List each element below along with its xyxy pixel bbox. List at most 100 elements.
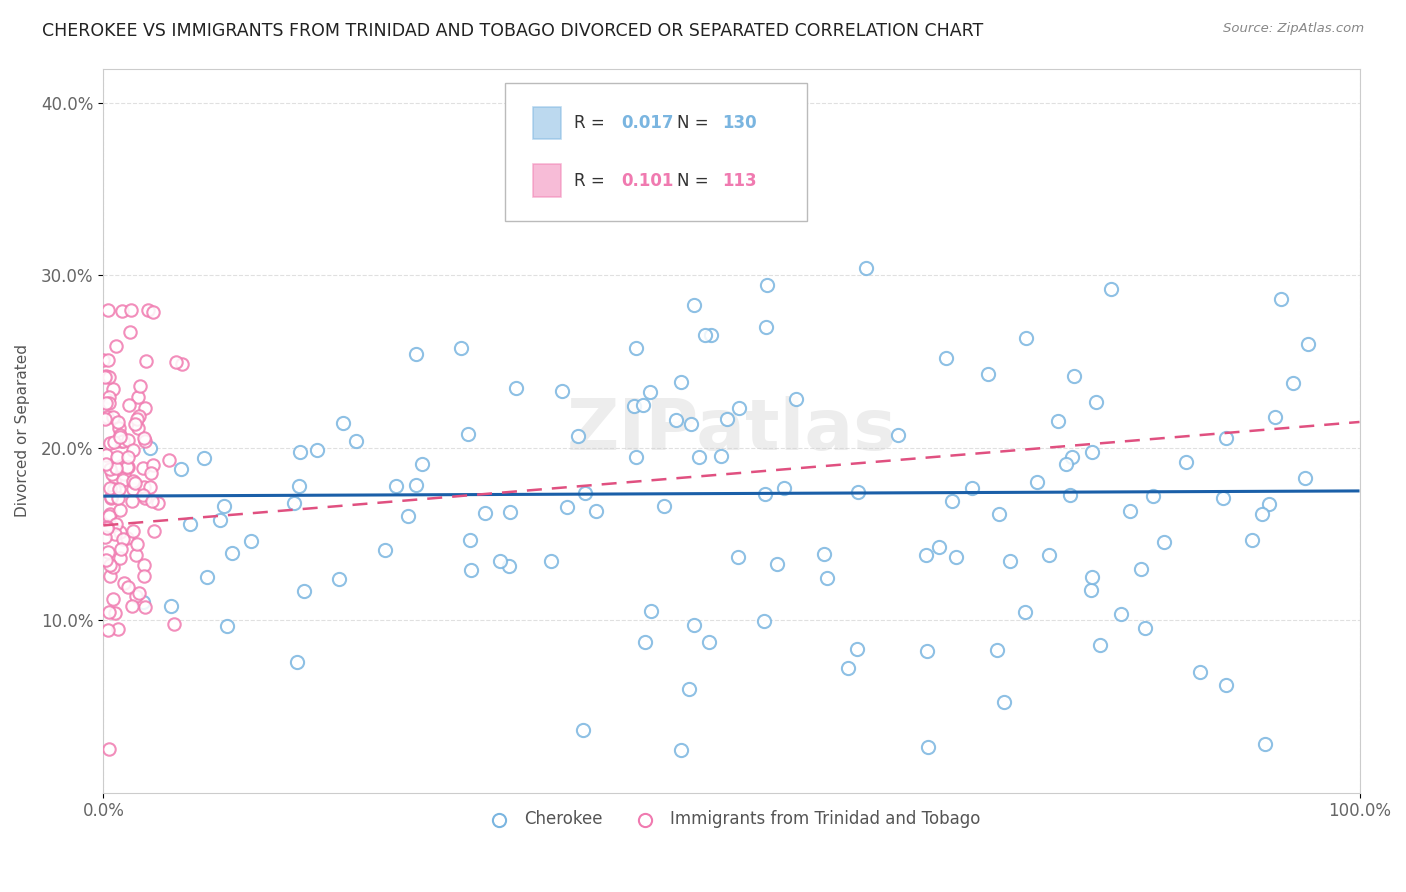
Point (460, 533, 482, 548)
Point (283, 496, 305, 510)
Point (96, 520, 118, 534)
Point (131, 488, 153, 502)
Point (935, 351, 957, 366)
Point (125, 589, 148, 603)
Point (540, 554, 562, 568)
Point (727, 549, 749, 564)
Point (855, 260, 877, 275)
FancyBboxPatch shape (533, 106, 561, 139)
Point (671, 742, 693, 756)
Point (682, 618, 704, 632)
Point (100, 490, 122, 504)
Point (887, 427, 910, 442)
Point (132, 461, 155, 475)
Point (688, 450, 710, 464)
Point (108, 430, 131, 444)
Point (498, 558, 520, 573)
Point (193, 450, 215, 465)
Point (288, 478, 311, 492)
Point (122, 524, 145, 538)
Point (101, 467, 124, 482)
Point (107, 622, 129, 636)
Point (915, 644, 938, 658)
Point (785, 392, 807, 407)
Point (94, 369, 117, 384)
Point (1025, 475, 1047, 489)
Point (97, 302, 120, 317)
Point (665, 413, 688, 427)
Y-axis label: Divorced or Separated: Divorced or Separated (15, 344, 30, 517)
Point (488, 554, 510, 568)
Point (1060, 450, 1083, 464)
Point (98, 461, 121, 475)
Point (132, 569, 155, 583)
Point (1250, 508, 1272, 522)
Point (846, 485, 869, 500)
Point (104, 526, 127, 541)
Point (1135, 621, 1157, 635)
Point (945, 549, 967, 564)
Point (498, 505, 520, 519)
Point (1015, 331, 1038, 345)
Point (845, 641, 868, 656)
Point (101, 382, 124, 396)
Point (1081, 445, 1104, 459)
Point (212, 499, 235, 513)
Point (1080, 583, 1102, 598)
Point (94, 412, 117, 426)
Point (104, 460, 127, 475)
Point (1081, 569, 1104, 583)
Point (134, 491, 156, 505)
Point (108, 420, 131, 434)
Point (163, 617, 186, 632)
Point (120, 302, 142, 317)
Point (165, 354, 187, 368)
Point (776, 187, 799, 202)
Point (170, 462, 193, 476)
Point (332, 417, 354, 431)
Point (108, 482, 131, 496)
Text: R =: R = (575, 172, 610, 190)
Point (97, 390, 120, 404)
Point (1109, 607, 1132, 622)
Point (112, 532, 135, 546)
Point (132, 558, 155, 572)
Point (125, 548, 148, 562)
Point (988, 507, 1011, 521)
Point (115, 460, 138, 475)
Point (405, 346, 427, 360)
Point (107, 450, 129, 464)
Point (143, 524, 166, 538)
Point (505, 380, 527, 394)
Text: 130: 130 (723, 114, 758, 132)
Point (1038, 548, 1060, 562)
Text: R =: R = (575, 114, 610, 132)
Point (1257, 497, 1279, 511)
Point (117, 580, 139, 594)
Point (128, 586, 150, 600)
Point (124, 417, 146, 432)
Point (1014, 605, 1036, 619)
Point (215, 619, 238, 633)
Point (111, 473, 134, 487)
Point (1264, 409, 1286, 424)
Point (117, 450, 139, 464)
Point (195, 570, 218, 584)
Text: ZIPatlas: ZIPatlas (567, 396, 897, 465)
Point (1088, 639, 1111, 653)
Point (108, 503, 131, 517)
Text: Source: ZipAtlas.com: Source: ZipAtlas.com (1223, 22, 1364, 36)
Point (104, 470, 127, 484)
Point (94, 457, 117, 471)
Point (110, 541, 132, 556)
Point (1175, 455, 1198, 469)
Point (634, 635, 657, 649)
Point (450, 342, 472, 356)
Point (555, 500, 578, 515)
Point (121, 599, 143, 614)
Point (572, 723, 595, 737)
Point (815, 571, 838, 585)
Point (127, 412, 149, 426)
Text: N =: N = (678, 114, 714, 132)
Point (460, 563, 482, 577)
